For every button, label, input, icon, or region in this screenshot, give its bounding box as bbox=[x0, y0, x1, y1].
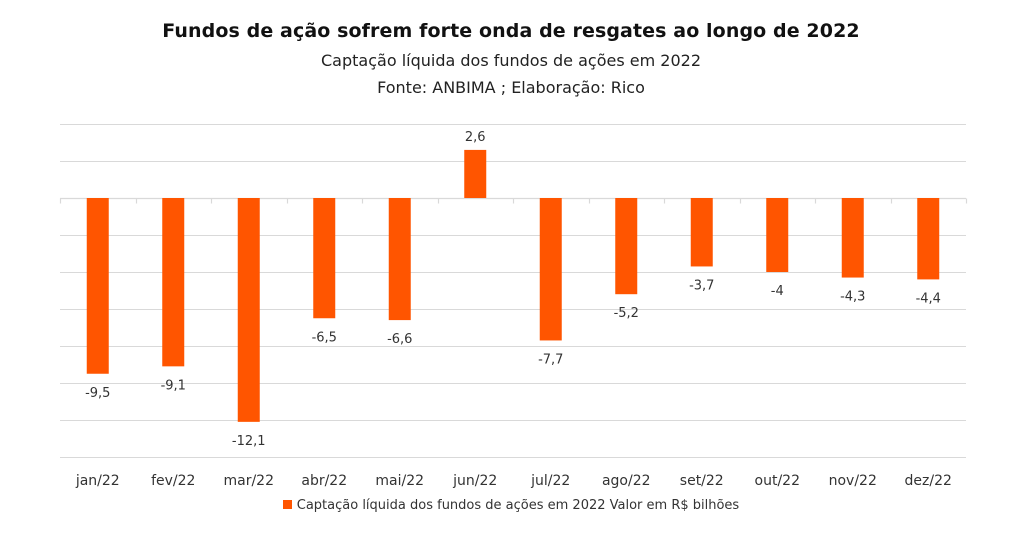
bar-set-22 bbox=[690, 198, 713, 267]
chart-title: Fundos de ação sofrem forte onda de resg… bbox=[162, 20, 860, 42]
x-tick-label: jun/22 bbox=[452, 473, 497, 489]
legend-swatch bbox=[282, 500, 292, 509]
x-tick-label: ago/22 bbox=[602, 473, 651, 489]
x-tick-label: mar/22 bbox=[223, 473, 274, 489]
bar-ago-22 bbox=[615, 198, 638, 295]
data-label: -6,6 bbox=[387, 332, 412, 347]
legend-label: Captação líquida dos fundos de ações em … bbox=[296, 498, 740, 513]
bars bbox=[86, 149, 940, 422]
data-label: -7,7 bbox=[538, 352, 563, 367]
x-axis-labels: jan/22 fev/22 mar/22 abr/22 mai/22 jun/22 jul/… bbox=[75, 473, 952, 489]
data-label: -4,3 bbox=[840, 290, 865, 305]
bar-nov-22 bbox=[841, 198, 864, 278]
bar-jun-22 bbox=[464, 149, 487, 198]
data-label: -6,5 bbox=[312, 330, 337, 345]
data-label: -4,4 bbox=[916, 291, 941, 306]
data-labels: -9,5 -9,1 -12,1 -6,5 -6,6 2,6 -7,7 -5,2 -3,7 -4 -4… bbox=[85, 130, 941, 449]
data-label: -12,1 bbox=[232, 434, 266, 449]
x-tick-label: nov/22 bbox=[829, 473, 877, 489]
bar-dez-22 bbox=[917, 198, 940, 280]
chart-subtitle: Captação líquida dos fundos de ações em … bbox=[321, 51, 701, 70]
x-tick-label: mai/22 bbox=[375, 473, 424, 489]
bar-fev-22 bbox=[162, 198, 185, 367]
x-tick-label: abr/22 bbox=[301, 473, 347, 489]
x-tick-label: jul/22 bbox=[530, 473, 570, 489]
x-tick-label: out/22 bbox=[755, 473, 800, 489]
data-label: -3,7 bbox=[689, 278, 714, 293]
x-tick-label: set/22 bbox=[680, 473, 724, 489]
x-tick-label: jan/22 bbox=[75, 473, 120, 489]
data-label: 2,6 bbox=[465, 130, 486, 145]
gridlines bbox=[59, 124, 968, 458]
data-label: -5,2 bbox=[614, 306, 639, 321]
x-tick-label: dez/22 bbox=[905, 473, 952, 489]
bar-jan-22 bbox=[86, 198, 109, 374]
x-tick-label: fev/22 bbox=[151, 473, 195, 489]
bar-jul-22 bbox=[539, 198, 562, 341]
data-label: -4 bbox=[771, 284, 784, 299]
bar-mai-22 bbox=[388, 198, 411, 321]
bar-mar-22 bbox=[237, 198, 260, 422]
data-label: -9,1 bbox=[161, 378, 186, 393]
data-label: -9,5 bbox=[85, 386, 110, 401]
chart-source: Fonte: ANBIMA ; Elaboração: Rico bbox=[377, 78, 645, 97]
bar-out-22 bbox=[766, 198, 789, 272]
legend: Captação líquida dos fundos de ações em … bbox=[0, 498, 1022, 513]
bar-abr-22 bbox=[313, 198, 336, 319]
